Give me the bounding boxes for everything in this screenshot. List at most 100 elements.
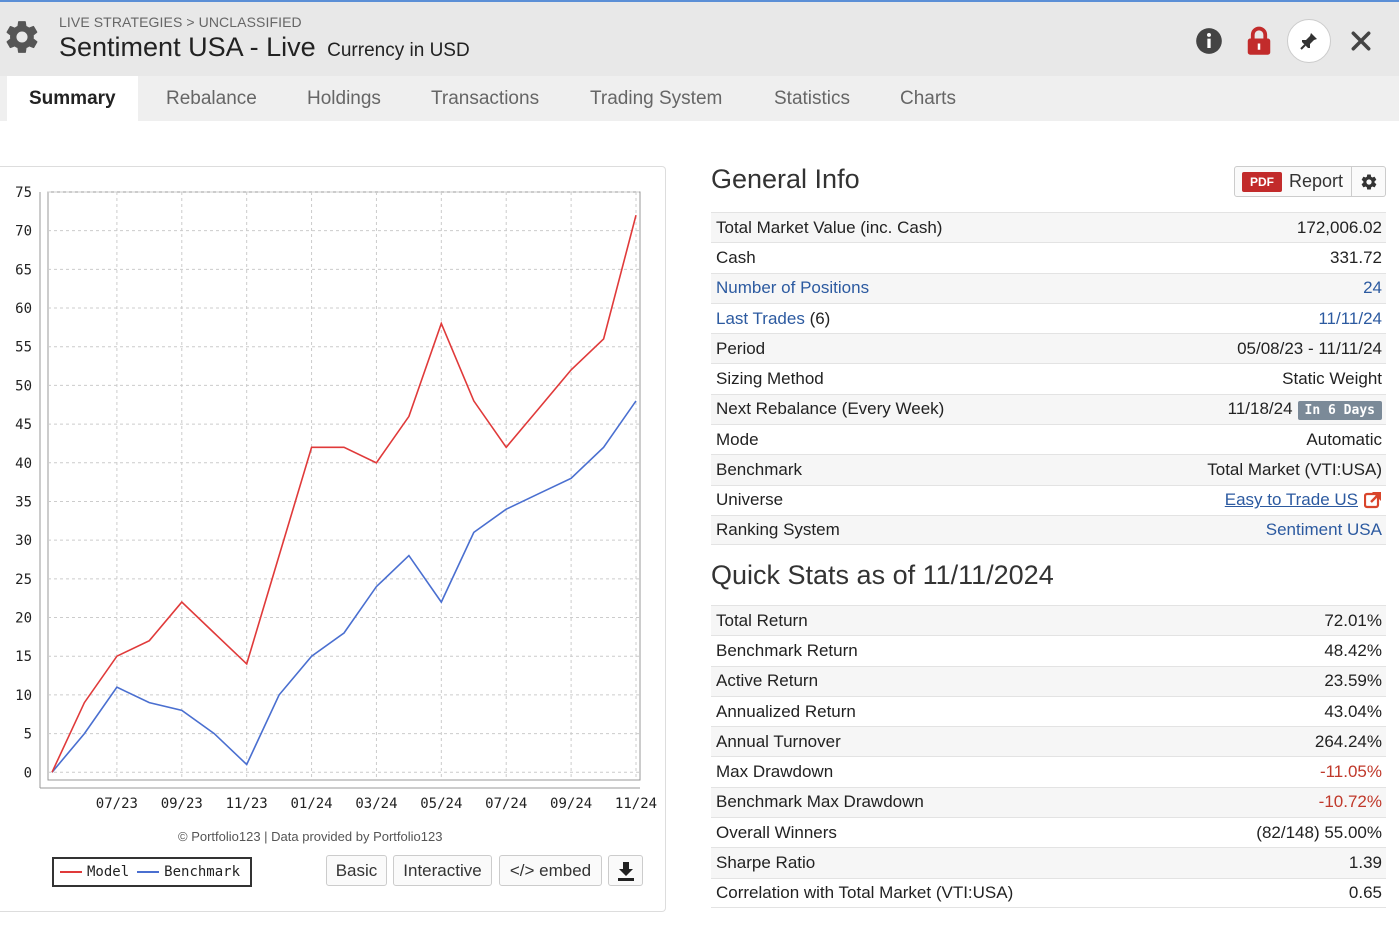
ranking-system-link[interactable]: Sentiment USA [1265,520,1382,540]
x-tick-label: 07/24 [485,796,527,812]
stat-label: Benchmark Return [716,640,858,660]
tab-rebalance[interactable]: Rebalance [166,88,257,109]
stat-value: 43.04% [1324,701,1382,721]
page-title: Sentiment USA - Live Currency in USD [59,32,470,63]
stat-value: 264.24% [1314,731,1382,751]
stat-value: -10.72% [1318,792,1382,812]
legend-model: Model [60,864,129,880]
info-button[interactable] [1187,19,1231,63]
info-label: Sizing Method [716,369,824,389]
positions-count-link[interactable]: 24 [1363,278,1382,298]
y-tick-label: 25 [15,572,32,588]
performance-chart[interactable]: 0 5 10 15 20 25 30 35 40 45 50 55 60 65 70 75 07/23 09/23… [0,180,666,820]
x-tick-label: 05/24 [420,796,462,812]
stat-value: 0.65 [1348,882,1382,902]
y-tick-label: 35 [15,494,32,510]
y-tick-label: 10 [15,688,32,704]
stat-row-sharpe-ratio: Sharpe Ratio 1.39 [711,847,1386,878]
info-label: Next Rebalance (Every Week) [716,399,945,419]
stat-label: Overall Winners [716,822,837,842]
info-label: Total Market Value (inc. Cash) [716,217,943,237]
tab-holdings[interactable]: Holdings [307,88,381,109]
general-info-title: General Info [711,164,860,194]
gear-icon[interactable] [3,18,41,56]
lock-icon [1247,26,1271,55]
stat-row-active-return: Active Return 23.59% [711,665,1386,696]
report-settings-button[interactable] [1352,166,1386,197]
stat-row-total-return: Total Return 72.01% [711,605,1386,636]
embed-button[interactable]: </> embed [499,855,602,886]
general-info-table: Total Market Value (inc. Cash) 172,006.0… [711,212,1386,546]
stat-row-overall-winners: Overall Winners (82/148) 55.00% [711,817,1386,847]
info-row-last-trades: Last Trades (6) 11/11/24 [711,302,1386,333]
info-label: Mode [716,429,759,449]
tab-statistics[interactable]: Statistics [774,88,851,109]
info-value: 172,006.02 [1296,217,1382,237]
stat-row-annual-turnover: Annual Turnover 264.24% [711,726,1386,757]
y-tick-label: 5 [24,727,32,743]
info-row-cash: Cash 331.72 [711,242,1386,272]
download-button[interactable] [608,855,643,886]
y-tick-label: 45 [15,417,32,433]
x-tick-label: 07/23 [96,796,138,812]
stat-label: Total Return [716,610,808,630]
download-icon [617,861,634,881]
number-of-positions-link[interactable]: Number of Positions [716,278,870,298]
x-tick-label: 01/24 [290,796,332,812]
currency-label: Currency in USD [327,40,470,61]
y-tick-label: 60 [15,301,32,317]
y-tick-label: 65 [15,262,32,278]
quick-stats-table: Total Return 72.01% Benchmark Return 48.… [711,605,1386,908]
info-row-universe: Universe Easy to Trade US [711,484,1386,515]
legend-model-swatch [60,871,82,873]
series-line-benchmark [51,400,637,773]
tab-charts[interactable]: Charts [900,88,956,109]
stat-value: (82/148) 55.00% [1256,822,1382,842]
quick-stats-title: Quick Stats as of 11/11/2024 [711,560,1054,590]
lock-button[interactable] [1237,19,1281,63]
info-row-ranking-system: Ranking System Sentiment USA [711,514,1386,546]
series-line-model [51,214,637,773]
y-tick-label: 70 [15,224,32,240]
tab-transactions[interactable]: Transactions [431,88,540,109]
header-bar: LIVE STRATEGIES > UNCLASSIFIED Sentiment… [0,2,1399,76]
x-tick-label: 09/24 [550,796,592,812]
external-link-icon[interactable] [1364,491,1382,509]
pdf-report-button[interactable]: PDF Report [1234,166,1352,197]
info-label: Universe [716,490,784,510]
info-value: Total Market (VTI:USA) [1207,460,1382,480]
last-trades-date-link[interactable]: 11/11/24 [1318,308,1382,328]
tab-trading-system[interactable]: Trading System [590,88,723,109]
info-value: Static Weight [1282,369,1382,389]
tab-summary[interactable]: Summary [7,76,138,121]
plot-area [47,191,641,781]
info-row-next-rebalance: Next Rebalance (Every Week) 11/18/24 In 6… [711,393,1386,425]
stat-value: 72.01% [1324,610,1382,630]
breadcrumb[interactable]: LIVE STRATEGIES > UNCLASSIFIED [59,14,302,30]
info-row-total-market-value: Total Market Value (inc. Cash) 172,006.0… [711,212,1386,243]
info-label: Period [716,338,766,358]
interactive-button[interactable]: Interactive [393,855,492,886]
stat-label: Correlation with Total Market (VTI:USA) [716,882,1014,902]
legend-benchmark-label: Benchmark [164,864,241,880]
stat-row-annualized-return: Annualized Return 43.04% [711,695,1386,726]
info-row-mode: Mode Automatic [711,424,1386,454]
next-rebalance-cell: 11/18/24 In 6 Days [1227,399,1382,421]
pdf-badge: PDF [1242,171,1282,192]
basic-button[interactable]: Basic [326,855,387,886]
y-tick-label: 55 [15,340,32,356]
pin-button[interactable] [1287,19,1331,63]
last-trades-link[interactable]: Last Trades [716,308,805,328]
y-tick-label: 50 [15,378,32,394]
info-value: 11/18/24 [1227,399,1293,419]
info-row-period: Period 05/08/23 - 11/11/24 [711,333,1386,364]
universe-link[interactable]: Easy to Trade US [1224,490,1358,510]
top-accent-line [0,0,1399,2]
y-tick-label: 0 [24,765,32,781]
close-button[interactable] [1339,19,1383,63]
info-value: 05/08/23 - 11/11/24 [1237,338,1382,358]
y-tick-label: 40 [15,456,32,472]
stat-label: Annual Turnover [716,731,841,751]
status-badge: In 6 Days [1297,401,1382,421]
stat-value: 48.42% [1324,640,1382,660]
